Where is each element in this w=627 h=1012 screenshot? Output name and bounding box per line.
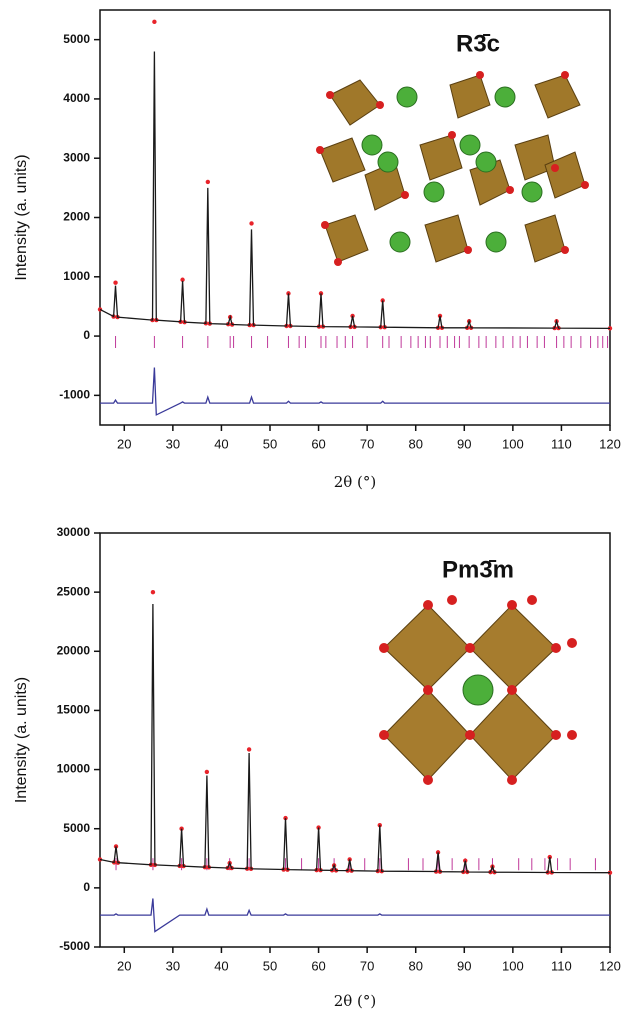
observed-point [249,221,254,226]
plot-frame [99,532,611,948]
x-tick-label: 60 [311,436,325,451]
a-site-atom [462,674,494,706]
x-tick-label: 100 [502,436,524,451]
y-tick-label: 4000 [63,91,90,105]
y-tick-label: -1000 [59,388,90,402]
observed-point [97,857,103,862]
y-tick-label: 5000 [63,32,90,46]
x-tick-label: 40 [214,958,228,973]
chart: -1000 0 1000 2000 3000 4000 5000 20 30 40 50 60 70 80… [13,9,621,491]
observed-point [377,822,382,828]
y-tick-label: 5000 [63,821,90,835]
observed-point [150,589,156,595]
y-tick-label: 0 [83,328,90,342]
x-tick-label: 30 [166,436,180,451]
x-tick-label: 80 [408,958,422,973]
x-axis-label: 2θ (°) [334,473,377,491]
y-axis-label: Intensity (a. units) [13,677,30,803]
x-tick-label: 90 [457,958,471,973]
observed-point [113,280,118,285]
x-tick-label: 20 [117,958,131,973]
observed-point [204,769,210,775]
y-tick-label: 10000 [57,762,91,776]
x-tick-label: 120 [599,436,621,451]
observed-point [180,277,185,282]
y-tick-label: 15000 [57,703,91,717]
y-tick-label: 20000 [57,643,91,657]
y-axis-label: Intensity (a. units) [13,154,30,280]
observed-point [246,747,252,752]
observed-point [152,19,157,25]
x-tick-label: 30 [166,958,180,973]
y-tick-label: 0 [83,880,90,894]
series-line [99,603,611,874]
x-tick-label: 60 [311,958,325,973]
y-tick-label: -5000 [59,939,90,953]
x-tick-label: 50 [263,958,277,973]
y-tick-label: 1000 [63,269,90,283]
x-tick-label: 100 [502,958,524,973]
x-tick-label: 20 [117,436,131,451]
chart: -5000 0 5000 10000 15000 20000 25000 30000 20 30 4… [13,525,621,1010]
x-tick-label: 90 [457,436,471,451]
chart-title: R3̄c [456,30,500,57]
x-tick-label: 50 [263,436,277,451]
observed-point [607,870,613,875]
x-tick-label: 110 [551,958,572,973]
x-tick-label: 70 [360,958,374,973]
series-line [100,898,610,933]
x-tick-label: 70 [360,436,374,451]
x-tick-label: 80 [408,436,422,451]
crystal-inset-1 [316,71,596,270]
y-tick-label: 3000 [63,150,90,164]
series-line [99,51,611,330]
y-tick-label: 30000 [57,525,91,539]
series-line [100,367,610,416]
y-tick-label: 25000 [57,584,91,598]
x-tick-label: 40 [214,436,228,451]
crystal-inset-2 [379,595,577,785]
x-tick-label: 120 [599,958,621,973]
x-tick-label: 110 [551,436,572,451]
observed-point [205,179,211,185]
y-tick-label: 2000 [63,210,90,224]
x-axis-label: 2θ (°) [334,992,377,1010]
observed-point [283,815,288,821]
chart-title: Pm3̄m [442,556,514,583]
